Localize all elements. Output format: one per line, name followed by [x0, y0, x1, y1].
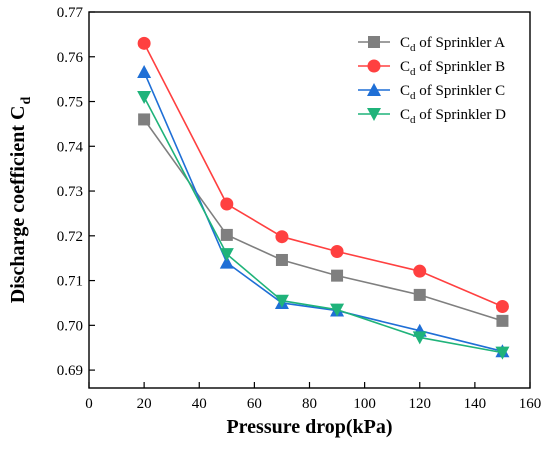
legend-marker	[367, 59, 381, 73]
legend: Cd of Sprinkler ACd of Sprinkler BCd of …	[358, 35, 506, 126]
legend-label-subscript: d	[410, 90, 416, 102]
legend-marker	[367, 108, 381, 121]
axis-ticks: 0 20 40 60 80 100 120 140 160 0.69 0.70 0.71 0.72 0.7…	[57, 5, 542, 412]
series-line	[143, 96, 503, 354]
x-tick-label: 80	[302, 396, 317, 412]
legend-entry: Cd of Sprinkler A	[358, 35, 505, 54]
x-axis-title: Pressure drop(kPa)	[226, 416, 392, 438]
x-tick-label: 40	[192, 396, 207, 412]
data-point	[219, 248, 234, 262]
series-line	[143, 42, 503, 308]
y-axis-title: Discharge coefficient Cd	[7, 97, 34, 304]
legend-label: Cd of Sprinkler C	[400, 83, 505, 102]
x-tick-label: 60	[247, 396, 262, 412]
legend-label: Cd of Sprinkler D	[400, 107, 506, 126]
legend-label-main: C	[400, 107, 410, 123]
data-point	[220, 197, 234, 211]
data-point	[275, 253, 288, 266]
y-tick-label: 0.75	[57, 95, 83, 111]
data-point	[219, 255, 234, 269]
data-point	[330, 244, 344, 258]
y-tick-label: 0.70	[57, 318, 83, 334]
legend-label: Cd of Sprinkler A	[400, 35, 505, 54]
y-tick-label: 0.74	[57, 139, 84, 155]
legend-entry: Cd of Sprinkler D	[358, 107, 506, 126]
legend-marker	[368, 36, 380, 48]
y-axis-title-main: Discharge coefficient C	[7, 106, 29, 304]
data-point	[413, 264, 427, 278]
legend-marker	[367, 83, 381, 96]
data-point	[138, 113, 151, 126]
x-tick-label: 140	[464, 396, 487, 412]
y-tick-label: 0.77	[57, 5, 84, 21]
y-tick-label: 0.76	[57, 50, 84, 66]
legend-label-subscript: d	[410, 114, 416, 126]
x-tick-label: 100	[353, 396, 376, 412]
data-point	[137, 91, 152, 105]
legend-label-subscript: d	[410, 66, 416, 78]
data-point	[275, 230, 289, 244]
series-layer	[137, 36, 510, 360]
x-tick-label: 120	[409, 396, 432, 412]
series-triangle-down	[137, 91, 510, 360]
legend-entry: Cd of Sprinkler B	[358, 59, 505, 78]
series-line	[143, 71, 503, 353]
series-circle	[137, 36, 509, 314]
data-point	[220, 228, 233, 241]
legend-entry: Cd of Sprinkler C	[358, 83, 505, 102]
data-point	[413, 288, 426, 301]
y-tick-label: 0.73	[57, 184, 83, 200]
data-point	[412, 331, 427, 345]
x-tick-label: 160	[519, 396, 542, 412]
data-point	[137, 36, 151, 50]
y-tick-label: 0.72	[57, 229, 83, 245]
data-point	[495, 300, 509, 314]
data-point	[495, 346, 510, 360]
legend-label-main: C	[400, 59, 410, 75]
data-point	[496, 314, 509, 327]
legend-label-main: C	[400, 83, 410, 99]
data-point	[274, 294, 289, 308]
x-tick-label: 0	[85, 396, 93, 412]
legend-label-rest: of Sprinkler B	[416, 59, 506, 75]
legend-label-rest: of Sprinkler A	[416, 35, 506, 51]
series-line	[143, 118, 503, 322]
legend-label-rest: of Sprinkler C	[416, 83, 506, 99]
legend-label-main: C	[400, 35, 410, 51]
data-point	[137, 64, 152, 78]
data-point	[331, 269, 344, 282]
legend-label: Cd of Sprinkler B	[400, 59, 505, 78]
x-tick-label: 20	[137, 396, 152, 412]
legend-label-subscript: d	[410, 42, 416, 54]
legend-label-rest: of Sprinkler D	[416, 107, 507, 123]
data-point	[330, 303, 345, 317]
series-square	[138, 113, 509, 327]
y-axis-title-subscript: d	[19, 97, 34, 105]
y-tick-label: 0.71	[57, 274, 83, 290]
y-tick-label: 0.69	[57, 363, 83, 379]
